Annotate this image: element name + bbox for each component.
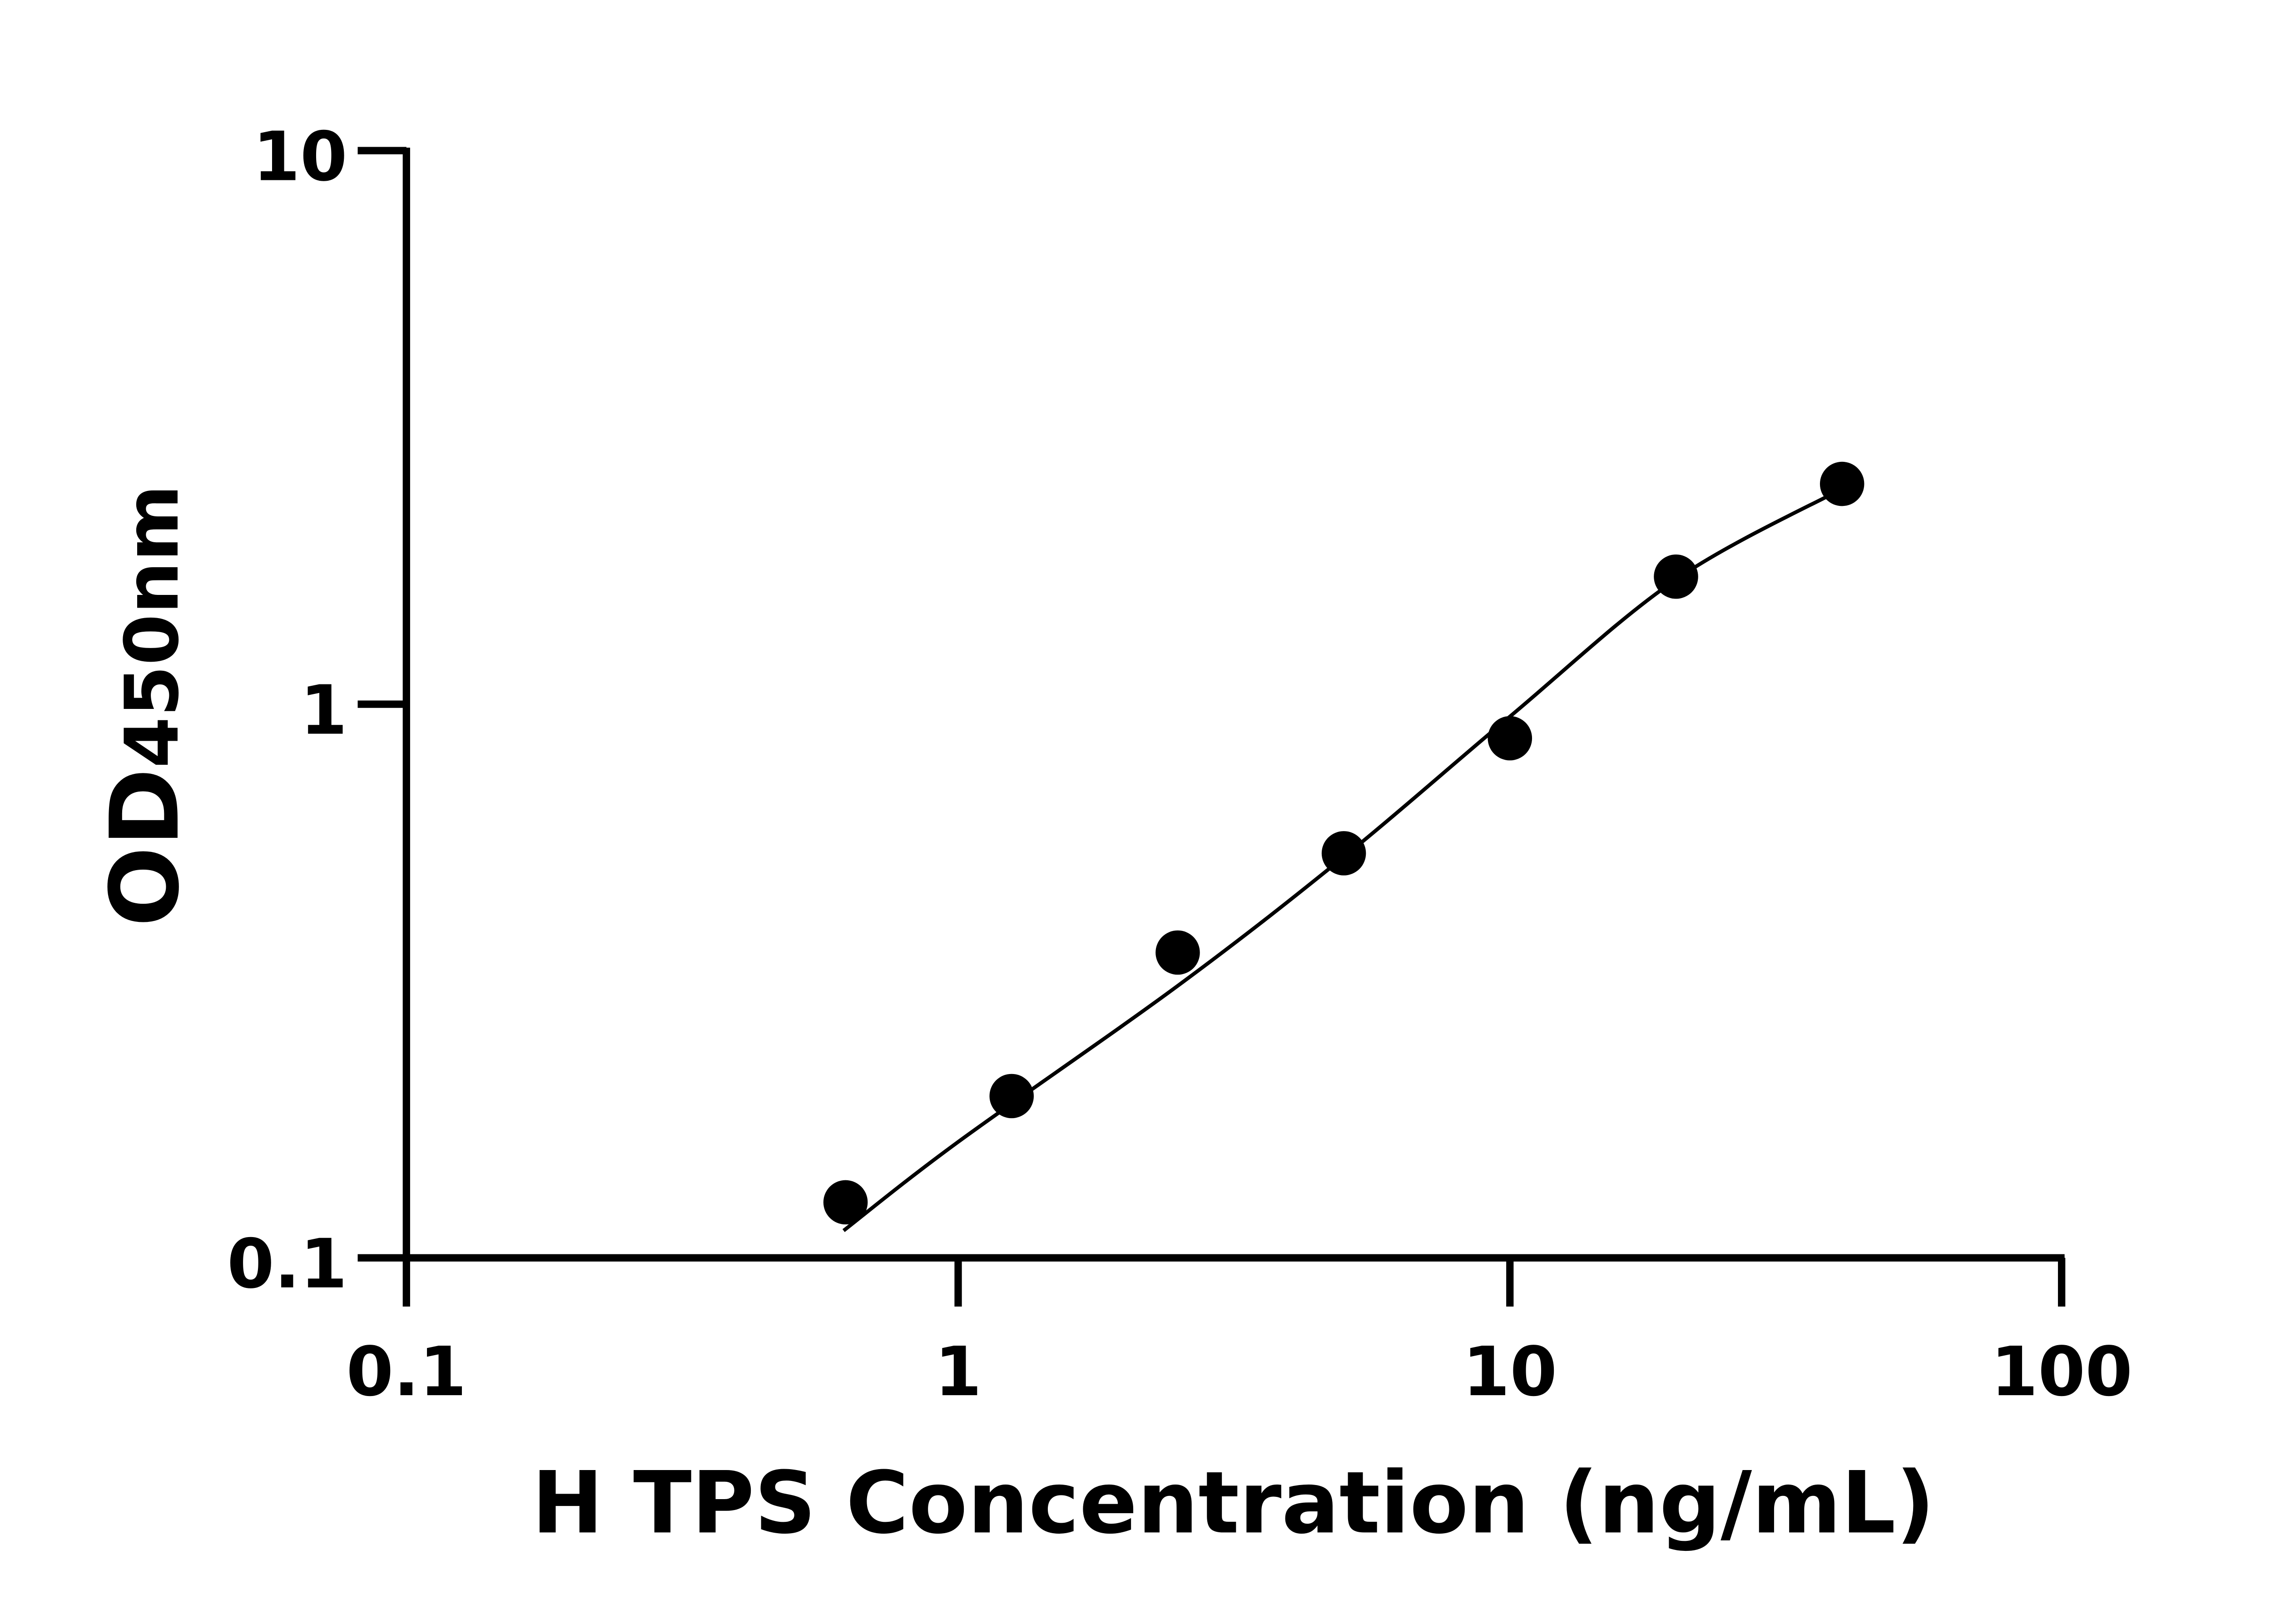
- data-point: [1488, 716, 1532, 761]
- data-point: [823, 1180, 868, 1225]
- data-point: [1654, 554, 1698, 599]
- data-points: [823, 461, 1864, 1225]
- data-point: [1321, 831, 1366, 876]
- y-axis-title-sub: 450nm: [109, 485, 195, 768]
- x-tick-label: 100: [1991, 1332, 2132, 1411]
- y-tick-label: 10: [253, 118, 347, 197]
- x-tick-label: 0.1: [346, 1332, 466, 1411]
- y-axis-title-main: OD: [90, 768, 200, 927]
- axes: 0.1 1 10 100 0.1 1 10: [227, 118, 2132, 1411]
- x-tick-label: 10: [1463, 1332, 1557, 1411]
- x-axis-title: H TPS Concentration (ng/mL): [532, 1453, 1935, 1553]
- y-tick-label: 1: [300, 671, 347, 750]
- data-point: [1820, 461, 1864, 506]
- y-axis-title: OD450nm: [90, 485, 200, 927]
- data-point: [1155, 930, 1200, 975]
- data-point: [989, 1074, 1034, 1119]
- x-tick-label: 1: [935, 1332, 982, 1411]
- y-tick-label: 0.1: [227, 1225, 347, 1304]
